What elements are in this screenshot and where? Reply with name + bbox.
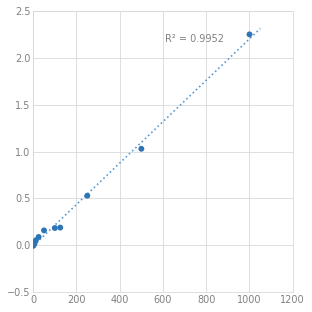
Point <box>52 226 57 231</box>
Text: R² = 0.9952: R² = 0.9952 <box>165 34 224 44</box>
Point <box>32 242 37 247</box>
Point <box>247 32 252 37</box>
Point <box>41 228 46 233</box>
Point <box>85 193 90 198</box>
Point <box>139 146 144 151</box>
Point <box>36 234 41 239</box>
Point <box>31 243 36 248</box>
Point <box>33 238 38 243</box>
Point <box>32 241 37 246</box>
Point <box>58 225 63 230</box>
